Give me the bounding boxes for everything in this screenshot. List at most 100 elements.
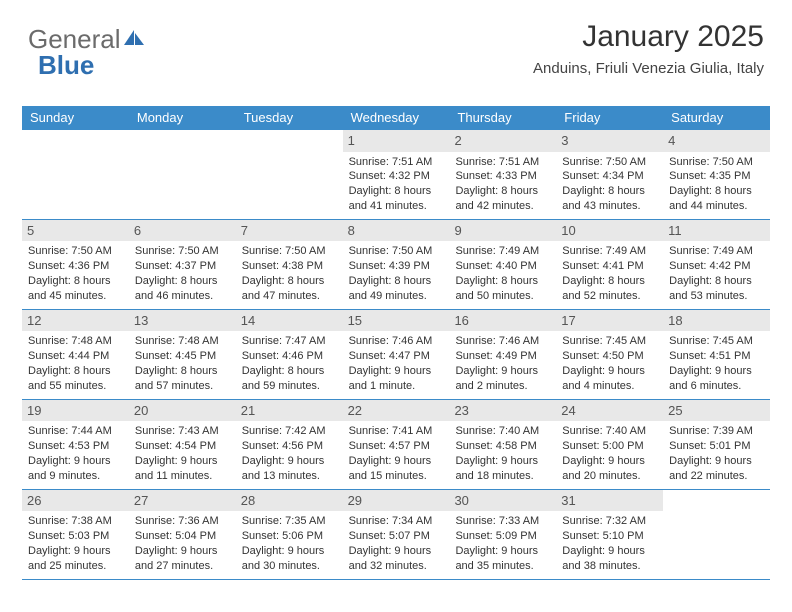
d2-text: and 35 minutes. bbox=[455, 559, 550, 574]
sunrise-text: Sunrise: 7:44 AM bbox=[28, 424, 123, 439]
sunrise-text: Sunrise: 7:36 AM bbox=[135, 514, 230, 529]
day-cell: 21Sunrise: 7:42 AMSunset: 4:56 PMDayligh… bbox=[236, 400, 343, 489]
d2-text: and 22 minutes. bbox=[669, 469, 764, 484]
day-cell: 23 Sunrise: 7:40 AMSunset: 4:58 PMDayligh… bbox=[449, 400, 556, 489]
week-row: 12Sunrise: 7:48 AMSunset: 4:44 PMDayligh… bbox=[22, 310, 770, 400]
d2-text: and 46 minutes. bbox=[135, 289, 230, 304]
d2-text: and 6 minutes. bbox=[669, 379, 764, 394]
sunset-text: Sunset: 5:04 PM bbox=[135, 529, 230, 544]
sunset-text: Sunset: 4:33 PM bbox=[455, 169, 550, 184]
day-cell: 29Sunrise: 7:34 AMSunset: 5:07 PMDayligh… bbox=[343, 490, 450, 579]
sunrise-text: Sunrise: 7:49 AM bbox=[455, 244, 550, 259]
d2-text: and 44 minutes. bbox=[669, 199, 764, 214]
sunrise-text: Sunrise: 7:50 AM bbox=[669, 155, 764, 170]
day-cell: 16Sunrise: 7:46 AMSunset: 4:49 PMDayligh… bbox=[449, 310, 556, 399]
d1-text: Daylight: 9 hours bbox=[562, 544, 657, 559]
day-number: 28 bbox=[236, 490, 343, 512]
weekday-header: Thursday bbox=[449, 106, 556, 130]
d1-text: Daylight: 8 hours bbox=[135, 364, 230, 379]
sunset-text: Sunset: 5:01 PM bbox=[669, 439, 764, 454]
day-number: 23 bbox=[449, 400, 556, 422]
d2-text: and 1 minute. bbox=[349, 379, 444, 394]
location-text: Anduins, Friuli Venezia Giulia, Italy bbox=[533, 60, 764, 77]
sunrise-text: Sunrise: 7:48 AM bbox=[135, 334, 230, 349]
sunrise-text: Sunrise: 7:32 AM bbox=[562, 514, 657, 529]
d1-text: Daylight: 9 hours bbox=[669, 364, 764, 379]
sunset-text: Sunset: 4:58 PM bbox=[455, 439, 550, 454]
day-cell: 31Sunrise: 7:32 AMSunset: 5:10 PMDayligh… bbox=[556, 490, 663, 579]
d2-text: and 42 minutes. bbox=[455, 199, 550, 214]
day-number: 30 bbox=[449, 490, 556, 512]
sunset-text: Sunset: 4:35 PM bbox=[669, 169, 764, 184]
week-row: 1Sunrise: 7:51 AMSunset: 4:32 PMDaylight… bbox=[22, 130, 770, 220]
day-cell: 25Sunrise: 7:39 AMSunset: 5:01 PMDayligh… bbox=[663, 400, 770, 489]
day-number: 26 bbox=[22, 490, 129, 512]
d1-text: Daylight: 8 hours bbox=[455, 184, 550, 199]
day-number: 25 bbox=[663, 400, 770, 422]
day-number: 16 bbox=[449, 310, 556, 332]
sunset-text: Sunset: 5:10 PM bbox=[562, 529, 657, 544]
d2-text: and 27 minutes. bbox=[135, 559, 230, 574]
day-number: 12 bbox=[22, 310, 129, 332]
d1-text: Daylight: 8 hours bbox=[135, 274, 230, 289]
d2-text: and 30 minutes. bbox=[242, 559, 337, 574]
day-number: 1 bbox=[343, 130, 450, 152]
sunset-text: Sunset: 4:36 PM bbox=[28, 259, 123, 274]
d1-text: Daylight: 8 hours bbox=[349, 184, 444, 199]
d1-text: Daylight: 8 hours bbox=[669, 184, 764, 199]
day-cell: 22Sunrise: 7:41 AMSunset: 4:57 PMDayligh… bbox=[343, 400, 450, 489]
day-number: 20 bbox=[129, 400, 236, 422]
sunrise-text: Sunrise: 7:45 AM bbox=[669, 334, 764, 349]
day-cell: 5Sunrise: 7:50 AMSunset: 4:36 PMDaylight… bbox=[22, 220, 129, 309]
d2-text: and 25 minutes. bbox=[28, 559, 123, 574]
sunrise-text: Sunrise: 7:46 AM bbox=[349, 334, 444, 349]
day-cell: 30Sunrise: 7:33 AMSunset: 5:09 PMDayligh… bbox=[449, 490, 556, 579]
sunrise-text: Sunrise: 7:33 AM bbox=[455, 514, 550, 529]
day-cell: 18Sunrise: 7:45 AMSunset: 4:51 PMDayligh… bbox=[663, 310, 770, 399]
d1-text: Daylight: 8 hours bbox=[349, 274, 444, 289]
day-cell: 24Sunrise: 7:40 AMSunset: 5:00 PMDayligh… bbox=[556, 400, 663, 489]
day-cell: 1Sunrise: 7:51 AMSunset: 4:32 PMDaylight… bbox=[343, 130, 450, 219]
d2-text: and 47 minutes. bbox=[242, 289, 337, 304]
d2-text: and 45 minutes. bbox=[28, 289, 123, 304]
d1-text: Daylight: 9 hours bbox=[562, 364, 657, 379]
sunset-text: Sunset: 5:07 PM bbox=[349, 529, 444, 544]
day-number: 19 bbox=[22, 400, 129, 422]
d1-text: Daylight: 9 hours bbox=[455, 454, 550, 469]
brand-part2: Blue bbox=[38, 50, 94, 80]
d2-text: and 15 minutes. bbox=[349, 469, 444, 484]
day-cell: 8Sunrise: 7:50 AMSunset: 4:39 PMDaylight… bbox=[343, 220, 450, 309]
day-cell bbox=[22, 130, 129, 219]
d1-text: Daylight: 9 hours bbox=[349, 544, 444, 559]
d2-text: and 41 minutes. bbox=[349, 199, 444, 214]
d1-text: Daylight: 8 hours bbox=[242, 274, 337, 289]
day-cell: 3Sunrise: 7:50 AMSunset: 4:34 PMDaylight… bbox=[556, 130, 663, 219]
sunset-text: Sunset: 4:41 PM bbox=[562, 259, 657, 274]
sunset-text: Sunset: 5:00 PM bbox=[562, 439, 657, 454]
day-cell: 15Sunrise: 7:46 AMSunset: 4:47 PMDayligh… bbox=[343, 310, 450, 399]
sunrise-text: Sunrise: 7:42 AM bbox=[242, 424, 337, 439]
day-cell: 11Sunrise: 7:49 AMSunset: 4:42 PMDayligh… bbox=[663, 220, 770, 309]
day-number: 24 bbox=[556, 400, 663, 422]
sunrise-text: Sunrise: 7:40 AM bbox=[455, 424, 550, 439]
d2-text: and 43 minutes. bbox=[562, 199, 657, 214]
d1-text: Daylight: 8 hours bbox=[28, 274, 123, 289]
d1-text: Daylight: 8 hours bbox=[669, 274, 764, 289]
d1-text: Daylight: 8 hours bbox=[562, 184, 657, 199]
day-cell bbox=[663, 490, 770, 579]
day-cell: 7Sunrise: 7:50 AMSunset: 4:38 PMDaylight… bbox=[236, 220, 343, 309]
weekday-header: Sunday bbox=[22, 106, 129, 130]
sunset-text: Sunset: 4:32 PM bbox=[349, 169, 444, 184]
day-cell: 13Sunrise: 7:48 AMSunset: 4:45 PMDayligh… bbox=[129, 310, 236, 399]
day-number: 29 bbox=[343, 490, 450, 512]
d1-text: Daylight: 9 hours bbox=[349, 364, 444, 379]
day-cell: 10Sunrise: 7:49 AMSunset: 4:41 PMDayligh… bbox=[556, 220, 663, 309]
d1-text: Daylight: 9 hours bbox=[242, 544, 337, 559]
d1-text: Daylight: 9 hours bbox=[28, 544, 123, 559]
day-cell: 2Sunrise: 7:51 AMSunset: 4:33 PMDaylight… bbox=[449, 130, 556, 219]
sunrise-text: Sunrise: 7:51 AM bbox=[455, 155, 550, 170]
d2-text: and 53 minutes. bbox=[669, 289, 764, 304]
d1-text: Daylight: 8 hours bbox=[562, 274, 657, 289]
day-number: 17 bbox=[556, 310, 663, 332]
day-number: 11 bbox=[663, 220, 770, 242]
